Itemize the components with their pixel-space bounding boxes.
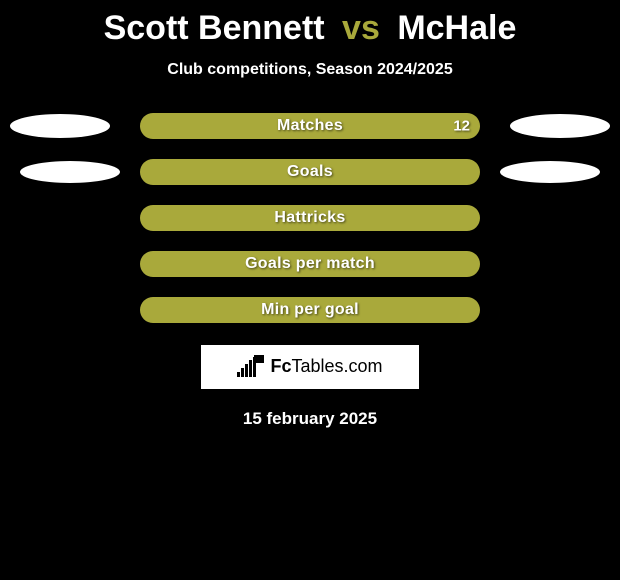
left-ellipse-icon <box>10 114 110 138</box>
subtitle-text: Club competitions, Season 2024/2025 <box>0 61 620 79</box>
stat-bar: Min per goal <box>140 297 480 323</box>
fctables-logo: FcTables.com <box>201 345 419 389</box>
stat-row: Goals <box>0 159 620 185</box>
stat-bar: Hattricks <box>140 205 480 231</box>
logo-bars-icon <box>237 357 264 377</box>
stat-label: Hattricks <box>274 209 345 227</box>
stat-label: Matches <box>277 117 343 135</box>
stat-label: Min per goal <box>261 301 359 319</box>
right-ellipse-icon <box>500 161 600 183</box>
stat-label: Goals <box>287 163 333 181</box>
stat-label: Goals per match <box>245 255 375 273</box>
player1-name: Scott Bennett <box>104 9 325 47</box>
left-ellipse-icon <box>20 161 120 183</box>
right-ellipse-icon <box>510 114 610 138</box>
stat-bar: Matches 12 <box>140 113 480 139</box>
date-text: 15 february 2025 <box>0 409 620 429</box>
logo-text: FcTables.com <box>270 356 382 377</box>
stat-row: Matches 12 <box>0 113 620 139</box>
stat-bar: Goals <box>140 159 480 185</box>
vs-text: vs <box>342 9 380 47</box>
logo-brand-rest: Tables.com <box>291 356 382 376</box>
stat-bar: Goals per match <box>140 251 480 277</box>
stat-value-right: 12 <box>453 117 470 134</box>
comparison-title: Scott Bennett vs McHale <box>0 0 620 49</box>
stat-row: Min per goal <box>0 297 620 323</box>
stat-row: Goals per match <box>0 251 620 277</box>
logo-brand-bold: Fc <box>270 356 291 376</box>
player2-name: McHale <box>397 9 516 47</box>
stat-rows: Matches 12 Goals Hattricks Goals per match Mi… <box>0 113 620 323</box>
stat-row: Hattricks <box>0 205 620 231</box>
